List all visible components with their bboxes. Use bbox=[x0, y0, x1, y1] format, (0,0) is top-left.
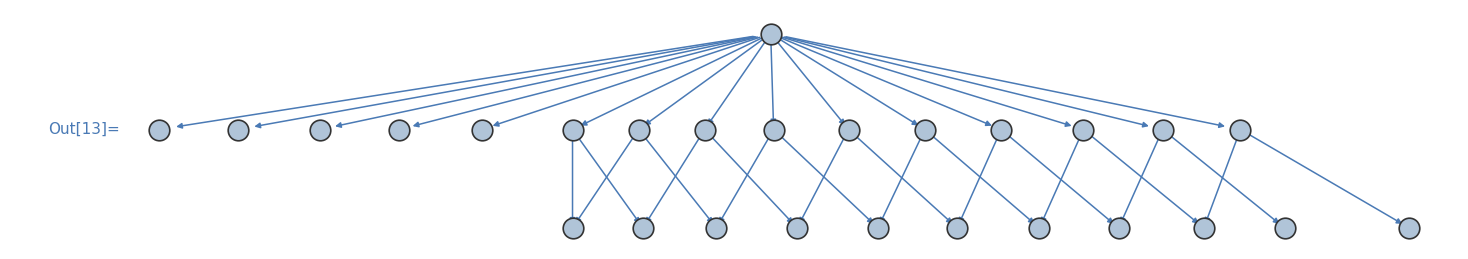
Point bbox=[631, 226, 655, 230]
Point bbox=[147, 127, 170, 132]
Point bbox=[705, 226, 728, 230]
Point bbox=[470, 127, 493, 132]
Point bbox=[1151, 127, 1174, 132]
Point bbox=[945, 226, 969, 230]
Text: Out[13]=: Out[13]= bbox=[48, 122, 120, 137]
Point bbox=[785, 226, 809, 230]
Point bbox=[1107, 226, 1130, 230]
Point bbox=[308, 127, 332, 132]
Point bbox=[627, 127, 650, 132]
Point bbox=[989, 127, 1013, 132]
Point bbox=[1273, 226, 1296, 230]
Point bbox=[1028, 226, 1051, 230]
Point bbox=[1229, 127, 1252, 132]
Point bbox=[762, 127, 785, 132]
Point bbox=[561, 127, 584, 132]
Point bbox=[1072, 127, 1095, 132]
Point bbox=[759, 32, 782, 36]
Point bbox=[913, 127, 937, 132]
Point bbox=[837, 127, 860, 132]
Point bbox=[1398, 226, 1421, 230]
Point bbox=[1192, 226, 1216, 230]
Point bbox=[866, 226, 890, 230]
Point bbox=[693, 127, 716, 132]
Point bbox=[561, 226, 584, 230]
Point bbox=[388, 127, 411, 132]
Point bbox=[226, 127, 250, 132]
